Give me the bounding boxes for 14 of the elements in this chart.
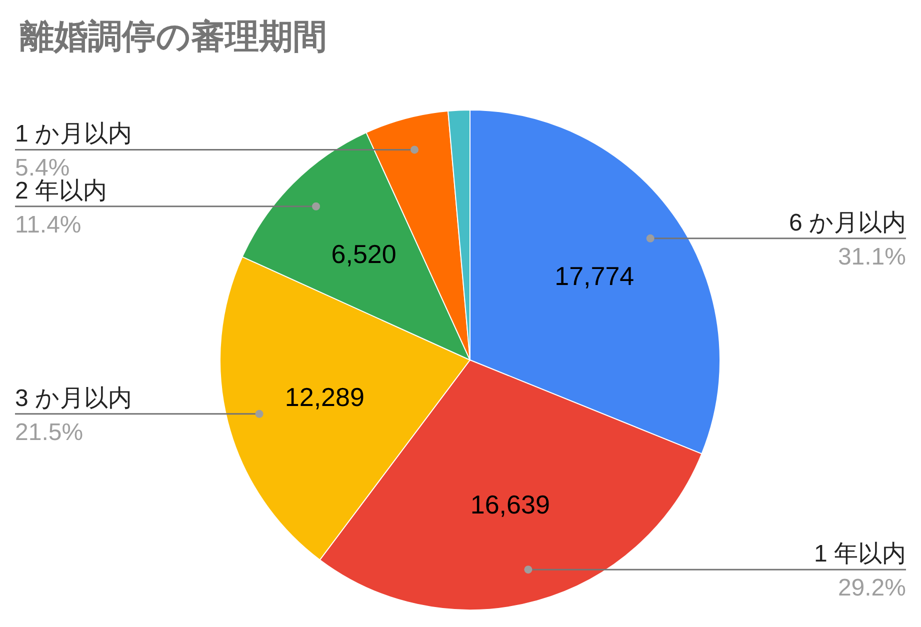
- text: 31.1%: [838, 243, 906, 270]
- slice-label: 1 か月以内: [15, 120, 132, 148]
- slice-label: 2 年以内: [15, 177, 108, 204]
- text: 29.2%: [838, 574, 906, 602]
- data-label: 17,774: [554, 261, 634, 292]
- slice-label: 1 年以内: [814, 540, 906, 568]
- slice-label: 6 か月以内: [788, 209, 906, 236]
- title: 離婚調停の審理期間: [20, 18, 327, 56]
- data-label: 16,639: [470, 490, 550, 520]
- text: 21.5%: [15, 418, 84, 446]
- data-label: 12,289: [284, 382, 364, 412]
- slice-label: 3 か月以内: [15, 384, 132, 412]
- data-label: 6,520: [331, 239, 396, 270]
- text: 11.4%: [15, 211, 82, 238]
